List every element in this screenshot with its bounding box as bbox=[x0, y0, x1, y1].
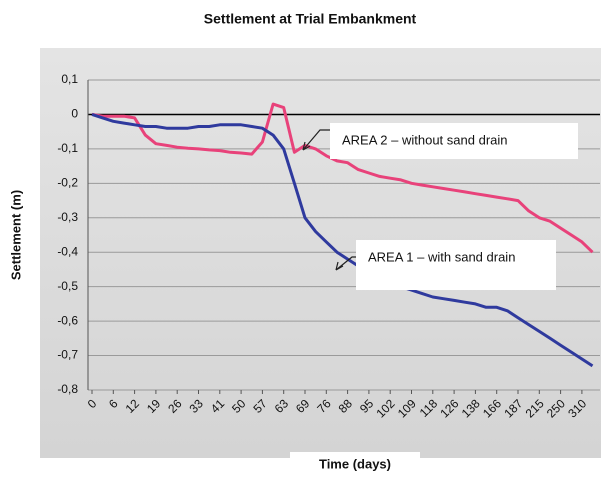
annotation-text: AREA 2 – without sand drain bbox=[342, 132, 508, 147]
y-tick-label: -0,2 bbox=[57, 176, 78, 190]
annotation-box bbox=[356, 240, 556, 290]
y-tick-label: -0,8 bbox=[57, 382, 78, 396]
x-axis-label: Time (days) bbox=[319, 456, 391, 471]
annotation-box bbox=[330, 123, 578, 159]
y-tick-label: -0,4 bbox=[57, 244, 78, 258]
annotation-arrow bbox=[335, 256, 356, 271]
y-tick-label: -0,7 bbox=[57, 348, 78, 362]
series-line bbox=[91, 112, 594, 368]
annotation-arrow bbox=[302, 129, 330, 151]
y-tick-label: -0,1 bbox=[57, 141, 78, 155]
x-label-background bbox=[290, 452, 420, 477]
y-tick-label: 0,1 bbox=[61, 72, 78, 86]
series-line bbox=[91, 102, 594, 254]
y-tick-label: 0 bbox=[71, 107, 78, 121]
y-axis-label: Settlement (m) bbox=[8, 190, 23, 280]
annotation-text: AREA 1 – with sand drain bbox=[368, 249, 515, 264]
chart-title: Settlement at Trial Embankment bbox=[204, 11, 417, 27]
y-tick-label: -0,3 bbox=[57, 210, 78, 224]
y-tick-label: -0,6 bbox=[57, 313, 78, 327]
y-tick-label: -0,5 bbox=[57, 279, 78, 293]
